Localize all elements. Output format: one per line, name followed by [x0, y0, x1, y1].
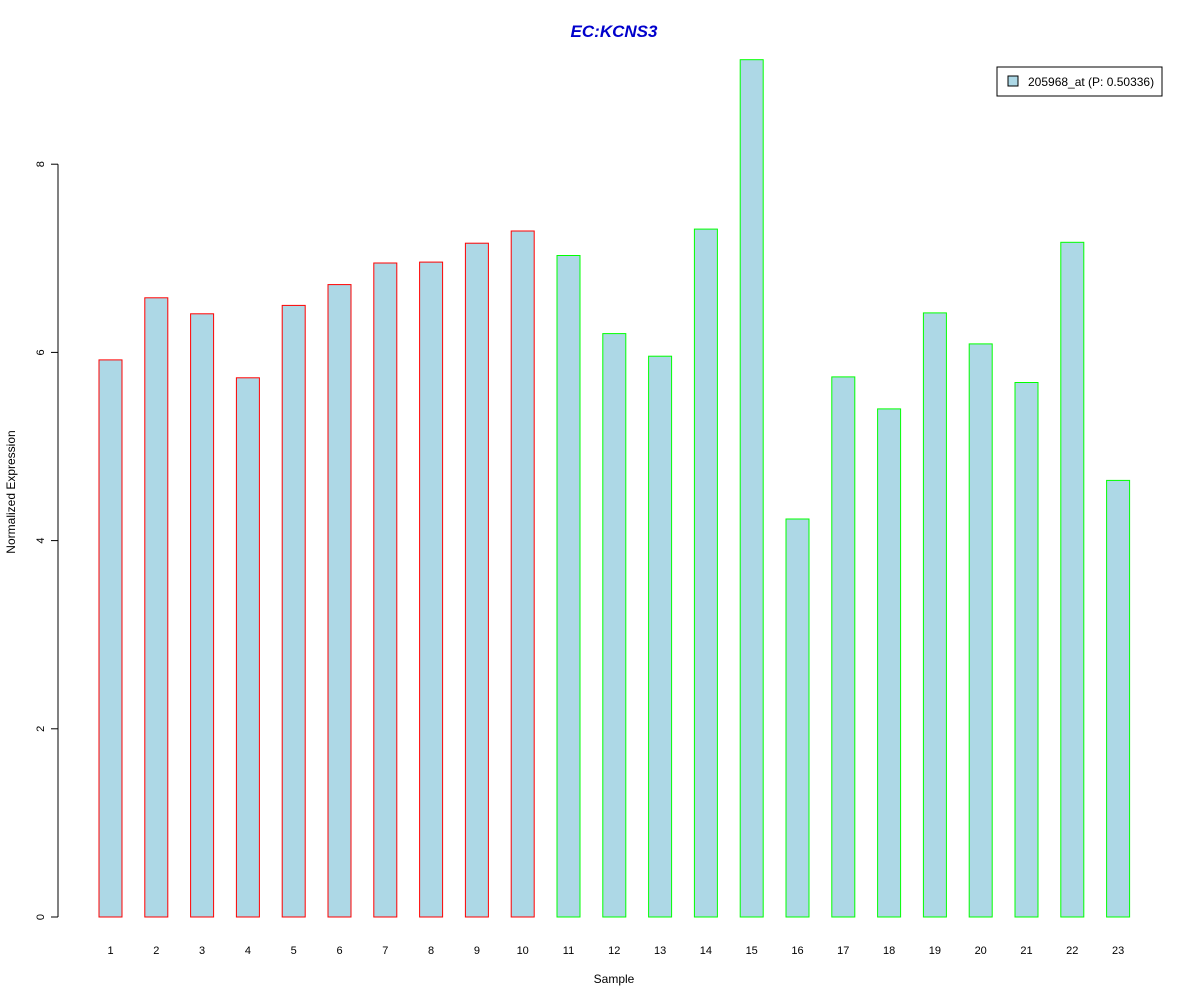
bar-sample-23: [1106, 479, 1131, 918]
bar-sample-7: [373, 262, 398, 918]
bar-sample-17: [831, 376, 856, 918]
bar-sample-20: [968, 343, 993, 918]
x-tick-label: 20: [975, 945, 987, 957]
bar-sample-6: [327, 284, 352, 918]
bar-sample-14: [693, 228, 718, 918]
legend-swatch: [1007, 75, 1019, 87]
bar-sample-1: [98, 359, 123, 918]
y-axis: 0 2 4 6 8: [35, 161, 59, 920]
chart-title: EC:KCNS3: [571, 22, 658, 41]
x-tick-label: 2: [153, 945, 159, 957]
bar-sample-18: [877, 408, 902, 918]
x-tick-label: 4: [245, 945, 251, 957]
y-axis-label: Normalized Expression: [4, 430, 18, 553]
x-axis-label: Sample: [594, 972, 635, 986]
legend: 205968_at (P: 0.50336): [996, 66, 1163, 97]
x-tick-label: 17: [837, 945, 849, 957]
y-tick-label: 4: [35, 538, 47, 544]
x-tick-label: 8: [428, 945, 434, 957]
x-tick-label: 12: [608, 945, 620, 957]
bar-sample-19: [922, 312, 947, 918]
bar-sample-21: [1014, 382, 1039, 918]
x-tick-label: 5: [291, 945, 297, 957]
x-tick-label: 13: [654, 945, 666, 957]
bar-sample-15: [739, 59, 764, 918]
x-tick-label: 16: [791, 945, 803, 957]
bar-sample-4: [235, 377, 260, 918]
bar-sample-12: [602, 333, 627, 918]
bar-sample-10: [510, 230, 535, 918]
bar-sample-11: [556, 255, 581, 918]
y-tick-label: 8: [35, 161, 47, 167]
x-tick-label: 14: [700, 945, 712, 957]
bar-sample-8: [419, 261, 444, 918]
legend-label: 205968_at (P: 0.50336): [1028, 75, 1154, 89]
bar-sample-5: [281, 304, 306, 918]
bar-sample-16: [785, 518, 810, 918]
x-tick-label: 1: [107, 945, 113, 957]
bar-sample-2: [144, 297, 169, 918]
legend-box: [996, 66, 1163, 97]
x-tick-labels: 1 2 3 4 5 6 7 8 9 10 11 12 13 14 15 16 17 18 19 20 21 22 23: [107, 945, 1124, 957]
bar-sample-9: [464, 242, 489, 918]
x-tick-label: 10: [517, 945, 529, 957]
bar-sample-3: [190, 313, 215, 918]
x-tick-label: 11: [563, 945, 574, 957]
y-tick-label: 0: [35, 914, 47, 920]
x-tick-label: 18: [883, 945, 895, 957]
y-tick-label: 2: [35, 726, 47, 732]
y-tick-label: 6: [35, 349, 47, 355]
x-tick-label: 21: [1020, 945, 1032, 957]
bars: [98, 59, 1131, 918]
bar-sample-13: [648, 355, 673, 918]
x-tick-label: 22: [1066, 945, 1078, 957]
x-tick-label: 6: [336, 945, 342, 957]
x-tick-label: 9: [474, 945, 480, 957]
x-tick-label: 23: [1112, 945, 1124, 957]
x-tick-label: 7: [382, 945, 388, 957]
x-tick-label: 15: [746, 945, 758, 957]
x-tick-label: 19: [929, 945, 941, 957]
bar-sample-22: [1060, 241, 1085, 918]
x-tick-label: 3: [199, 945, 205, 957]
